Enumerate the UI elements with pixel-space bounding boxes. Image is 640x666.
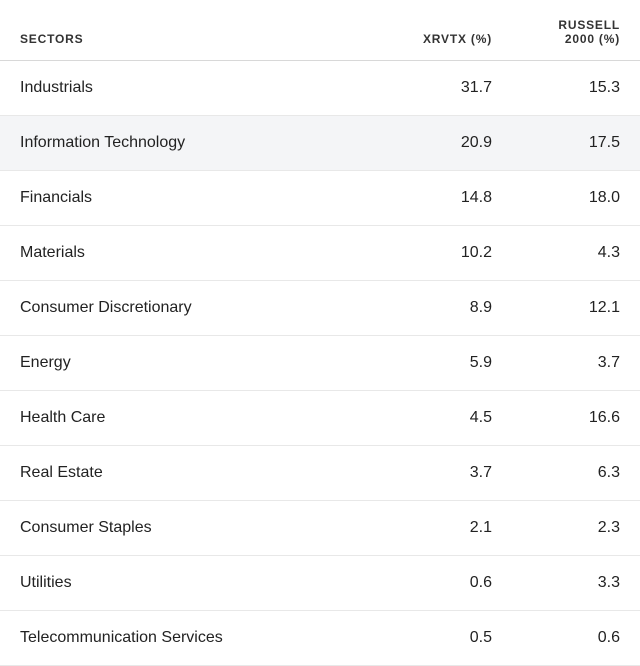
- sector-cell: Consumer Staples: [0, 501, 384, 556]
- table-header-row: SECTORS XRVTX (%) RUSSELL 2000 (%): [0, 0, 640, 61]
- table-body: Industrials31.715.3Information Technolog…: [0, 61, 640, 666]
- table-row: Utilities0.63.3: [0, 556, 640, 611]
- xrvtx-cell: 8.9: [384, 281, 512, 336]
- table-row: Industrials31.715.3: [0, 61, 640, 116]
- xrvtx-cell: 2.1: [384, 501, 512, 556]
- xrvtx-cell: 0.5: [384, 611, 512, 666]
- sector-cell: Telecommunication Services: [0, 611, 384, 666]
- table-row: Information Technology20.917.5: [0, 116, 640, 171]
- sector-cell: Health Care: [0, 391, 384, 446]
- russell-cell: 3.7: [512, 336, 640, 391]
- header-russell: RUSSELL 2000 (%): [512, 0, 640, 61]
- table-row: Financials14.818.0: [0, 171, 640, 226]
- russell-cell: 15.3: [512, 61, 640, 116]
- russell-cell: 17.5: [512, 116, 640, 171]
- sector-cell: Financials: [0, 171, 384, 226]
- xrvtx-cell: 14.8: [384, 171, 512, 226]
- sector-cell: Utilities: [0, 556, 384, 611]
- sector-cell: Real Estate: [0, 446, 384, 501]
- xrvtx-cell: 31.7: [384, 61, 512, 116]
- xrvtx-cell: 0.6: [384, 556, 512, 611]
- xrvtx-cell: 20.9: [384, 116, 512, 171]
- russell-cell: 6.3: [512, 446, 640, 501]
- sector-cell: Consumer Discretionary: [0, 281, 384, 336]
- sectors-table: SECTORS XRVTX (%) RUSSELL 2000 (%) Indus…: [0, 0, 640, 666]
- russell-cell: 18.0: [512, 171, 640, 226]
- table-row: Consumer Staples2.12.3: [0, 501, 640, 556]
- russell-cell: 4.3: [512, 226, 640, 281]
- header-russell-line2: 2000 (%): [565, 32, 620, 46]
- header-russell-line1: RUSSELL: [558, 18, 620, 32]
- russell-cell: 12.1: [512, 281, 640, 336]
- table-row: Energy5.93.7: [0, 336, 640, 391]
- xrvtx-cell: 5.9: [384, 336, 512, 391]
- header-xrvtx: XRVTX (%): [384, 0, 512, 61]
- header-sectors: SECTORS: [0, 0, 384, 61]
- table-row: Telecommunication Services0.50.6: [0, 611, 640, 666]
- table-row: Health Care4.516.6: [0, 391, 640, 446]
- sector-cell: Industrials: [0, 61, 384, 116]
- table-row: Materials10.24.3: [0, 226, 640, 281]
- sector-cell: Materials: [0, 226, 384, 281]
- table-row: Consumer Discretionary8.912.1: [0, 281, 640, 336]
- russell-cell: 16.6: [512, 391, 640, 446]
- xrvtx-cell: 4.5: [384, 391, 512, 446]
- sector-cell: Energy: [0, 336, 384, 391]
- sector-cell: Information Technology: [0, 116, 384, 171]
- table-row: Real Estate3.76.3: [0, 446, 640, 501]
- russell-cell: 2.3: [512, 501, 640, 556]
- russell-cell: 0.6: [512, 611, 640, 666]
- xrvtx-cell: 3.7: [384, 446, 512, 501]
- xrvtx-cell: 10.2: [384, 226, 512, 281]
- russell-cell: 3.3: [512, 556, 640, 611]
